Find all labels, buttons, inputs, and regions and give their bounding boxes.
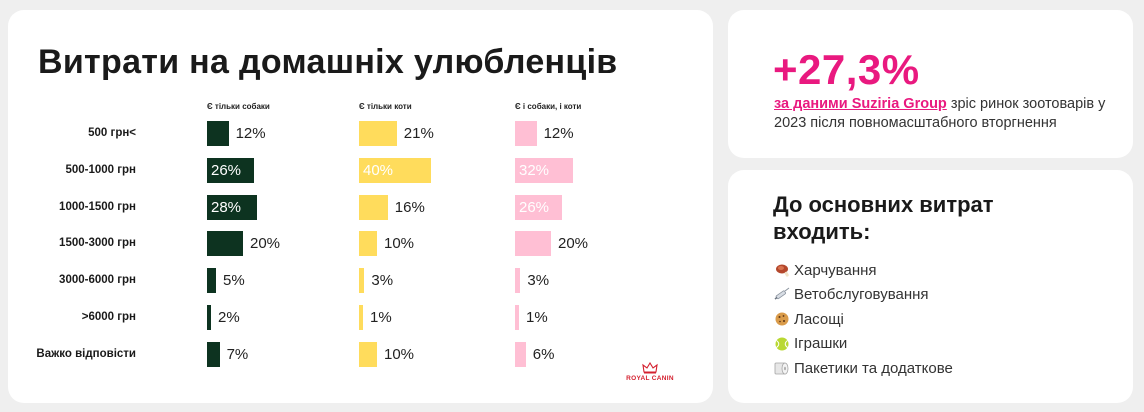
category-label: >6000 грн: [81, 311, 136, 323]
bar: [515, 194, 562, 220]
bar: [359, 121, 397, 146]
bar-value-label: 20%: [558, 235, 589, 253]
royal-canin-logo: ROYAL CANIN: [620, 362, 680, 382]
bar-value-label: 16%: [394, 198, 425, 216]
category-label: Важко відповісти: [36, 347, 136, 360]
legend-header: Є тільки коти: [359, 102, 412, 111]
bar: [207, 231, 243, 257]
bar: [207, 121, 229, 146]
expense-item-label: Пакетики та додаткове: [794, 359, 953, 377]
bar: [515, 157, 573, 183]
bar: [359, 268, 365, 294]
bar-value-label: 1%: [370, 309, 392, 326]
growth-stat: +27,3%: [773, 46, 920, 93]
tennis-ball-icon: [775, 337, 789, 351]
bar-value-label: 10%: [384, 345, 415, 363]
bar-value-label: 26%: [519, 198, 550, 216]
bar-value-label: 10%: [384, 235, 415, 253]
bar: [515, 341, 526, 367]
bar-value-label: 32%: [519, 161, 550, 179]
bar-value-label: 2%: [218, 309, 240, 326]
legend-header: Є тільки собаки: [207, 102, 270, 111]
expense-item-label: Харчування: [794, 261, 877, 279]
meat-icon: [776, 264, 789, 277]
bar: [359, 305, 363, 330]
bar: [207, 157, 254, 183]
category-label: 3000-6000 грн: [59, 274, 136, 287]
category-label: 500 грн<: [88, 127, 136, 139]
bar-value-label: 21%: [403, 125, 434, 142]
expense-item-label: Іграшки: [794, 335, 848, 353]
bar: [207, 268, 216, 294]
expenses-card: До основних витрат входить: Харчування Ве…: [728, 170, 1133, 403]
bar: [515, 305, 519, 330]
bar: [359, 194, 388, 220]
category-label: 1500-3000 грн: [59, 237, 136, 250]
expense-list-item: Іграшки: [773, 332, 953, 357]
bar: [515, 268, 521, 294]
bar-value-label: 7%: [226, 345, 249, 363]
category-label: 500-1000 грн: [65, 163, 136, 176]
bar: [207, 341, 220, 367]
bar: [359, 157, 431, 183]
bar-value-label: 28%: [211, 198, 242, 216]
source-link[interactable]: за даними Suziria Group: [774, 96, 947, 112]
stat-description-text: зріс ринок зоотоварів у 2023 після повно…: [774, 96, 1106, 131]
bar-value-label: 20%: [250, 235, 281, 253]
bar-value-label: 12%: [543, 125, 574, 142]
bar: [515, 121, 537, 146]
syringe-icon: [774, 287, 790, 300]
logo-text: ROYAL CANIN: [626, 375, 674, 382]
bar-value-label: 3%: [527, 272, 550, 290]
crown-icon: [642, 362, 658, 374]
expenses-title: До основних витрат входить:: [773, 192, 994, 244]
bar-value-label: 3%: [371, 272, 394, 290]
bar-value-label: 40%: [363, 161, 394, 179]
cookie-icon: [775, 312, 789, 326]
bar: [359, 341, 377, 367]
expense-list-item: Ветобслуговування: [773, 283, 953, 308]
bar-value-label: 5%: [223, 272, 245, 290]
bar-value-label: 1%: [526, 309, 548, 326]
toilet-paper-icon: [774, 362, 789, 375]
expense-item-label: Ветобслуговування: [794, 286, 929, 304]
stat-description: за даними Suziria Group зріс ринок зоото…: [774, 95, 1114, 133]
legend-header: Є і собаки, і коти: [515, 102, 582, 111]
category-label: 1000-1500 грн: [59, 200, 136, 213]
bar-value-label: 12%: [235, 125, 266, 142]
expense-list-item: Харчування: [773, 258, 953, 283]
stat-card: +27,3% за даними Suziria Group зріс рино…: [728, 10, 1133, 158]
chart-title: Витрати на домашніх улюбленців: [38, 43, 618, 81]
bar-value-label: 26%: [211, 161, 242, 179]
bar-value-label: 6%: [532, 345, 555, 363]
bar: [207, 194, 258, 220]
chart-card: Витрати на домашніх улюбленців Є тільки …: [8, 10, 713, 403]
expense-list-item: Пакетики та додаткове: [773, 356, 953, 381]
expenses-list: Харчування Ветобслуговування Ласощі Іграшки…: [773, 258, 953, 381]
expense-item-label: Ласощі: [794, 310, 844, 328]
expense-list-item: Ласощі: [773, 307, 953, 332]
bar: [515, 231, 551, 257]
bar: [207, 305, 211, 330]
bar: [359, 231, 377, 257]
